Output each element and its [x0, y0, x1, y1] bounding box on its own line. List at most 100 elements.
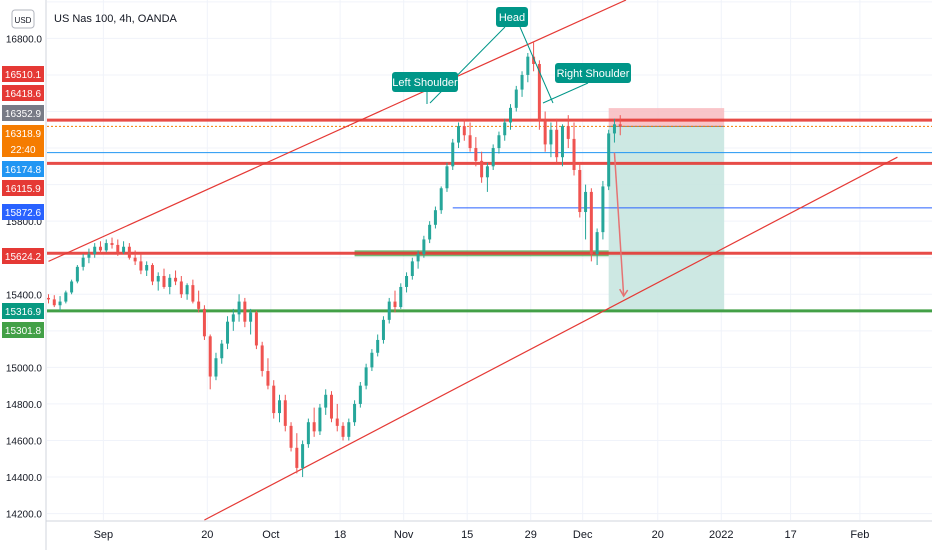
candle-body [347, 422, 351, 437]
candle-body [272, 385, 276, 414]
price-tick-label: 14800.0 [6, 400, 43, 411]
candle-body [237, 301, 241, 315]
time-tick-label: 15 [461, 529, 473, 541]
price-tag [2, 322, 44, 338]
price-tick-label: 16800.0 [6, 34, 43, 45]
candle-body [185, 285, 189, 295]
candle-body [503, 122, 507, 136]
candle-body [607, 133, 611, 187]
candle-body [474, 148, 478, 161]
candle-body [353, 403, 357, 423]
price-tag [2, 125, 44, 141]
candle-body [260, 345, 264, 372]
time-tick-label: 20 [652, 529, 664, 541]
candle-body [457, 126, 461, 143]
candle-body [139, 261, 143, 271]
time-tick-label: 20 [201, 529, 213, 541]
price-tag-label: 16418.6 [5, 89, 42, 100]
projection-arrow[interactable] [613, 152, 625, 297]
candle-body [75, 266, 79, 282]
candle-body [393, 301, 397, 308]
price-tag-label: 15624.2 [5, 252, 42, 263]
candle-body [358, 385, 362, 404]
callout-text: Left Shoulder [392, 77, 458, 89]
stop-loss-zone[interactable] [608, 108, 725, 127]
price-tick-label: 14400.0 [6, 473, 43, 484]
candle-body [110, 243, 114, 245]
candle-body [491, 148, 495, 167]
candle-body [589, 191, 593, 255]
candle-body [509, 107, 512, 123]
candle-body [416, 254, 420, 262]
candle-body [601, 186, 605, 233]
candle-body [70, 281, 74, 293]
candle-body [618, 124, 622, 127]
candle-body [295, 447, 299, 468]
callout-text: Right Shoulder [557, 68, 630, 80]
candle-body [156, 275, 160, 282]
candle-body [231, 314, 235, 322]
price-tag-label: 16352.9 [5, 109, 42, 120]
price-tag [2, 161, 44, 177]
price-tick-label: 15400.0 [6, 290, 43, 301]
candle-body [387, 301, 391, 320]
callout-box[interactable] [496, 7, 528, 27]
price-tick-label: 15800.0 [6, 217, 43, 228]
candle-body [532, 56, 536, 64]
grid-lines [47, 0, 932, 520]
time-axis-bg [0, 521, 932, 550]
candle-body [191, 285, 195, 302]
currency-button[interactable]: USD [11, 9, 35, 29]
candle-body [572, 138, 576, 170]
channel-trendline[interactable] [204, 156, 898, 521]
candle-body [52, 299, 56, 306]
price-tag [2, 105, 44, 121]
candle-body [584, 191, 588, 213]
price-tag-label: 15316.9 [5, 307, 42, 318]
candle-body [341, 425, 345, 437]
candle-body [208, 336, 212, 377]
price-tag [2, 248, 44, 264]
candle-body [445, 166, 449, 189]
time-tick-label: Sep [94, 529, 114, 541]
time-axis-labels: Sep 20 Oct 18 Nov 15 29 Dec 20 2022 17 Feb [94, 529, 870, 541]
price-tag-label: 15301.8 [5, 326, 42, 337]
price-axis-tags: 16510.1 16418.6 16352.9 16318.9 22:40 16174.8… [2, 66, 44, 338]
price-tag-label: 15872.6 [5, 208, 42, 219]
candle-body [93, 246, 97, 255]
channel-trendline[interactable] [48, 0, 627, 262]
short-position-tool[interactable] [608, 108, 725, 310]
price-tag-label: 16174.8 [5, 165, 42, 176]
pattern-annotations[interactable]: Head Left Shoulder Right Shoulder [392, 7, 631, 104]
arrow-head [619, 288, 629, 298]
candle-body [266, 371, 270, 386]
candle-body [376, 339, 380, 353]
candle-body [243, 301, 247, 322]
candle-body [249, 312, 253, 322]
candle-body [578, 169, 582, 213]
candle-body [202, 308, 206, 337]
price-tag [2, 204, 44, 220]
candle-body [514, 89, 518, 108]
candle-body [116, 244, 120, 253]
time-tick-label: 2022 [709, 529, 733, 541]
candle-body [278, 400, 281, 414]
callout-box[interactable] [555, 63, 631, 83]
candle-body [480, 160, 484, 178]
take-profit-zone[interactable] [608, 126, 725, 310]
callout-box[interactable] [392, 72, 458, 92]
candle-body [468, 135, 472, 149]
drawing-lines[interactable] [47, 0, 932, 521]
price-tick-label: 14200.0 [6, 510, 43, 521]
candle-body [612, 124, 616, 134]
candle-body [497, 135, 501, 149]
candle-body [283, 400, 287, 426]
candle-body [364, 367, 368, 386]
candle-body [220, 343, 224, 359]
chart-header: US Nas 100, 4h, OANDA [54, 13, 178, 25]
candle-body [560, 126, 564, 158]
candle-body [370, 352, 374, 368]
price-tag [2, 141, 44, 157]
